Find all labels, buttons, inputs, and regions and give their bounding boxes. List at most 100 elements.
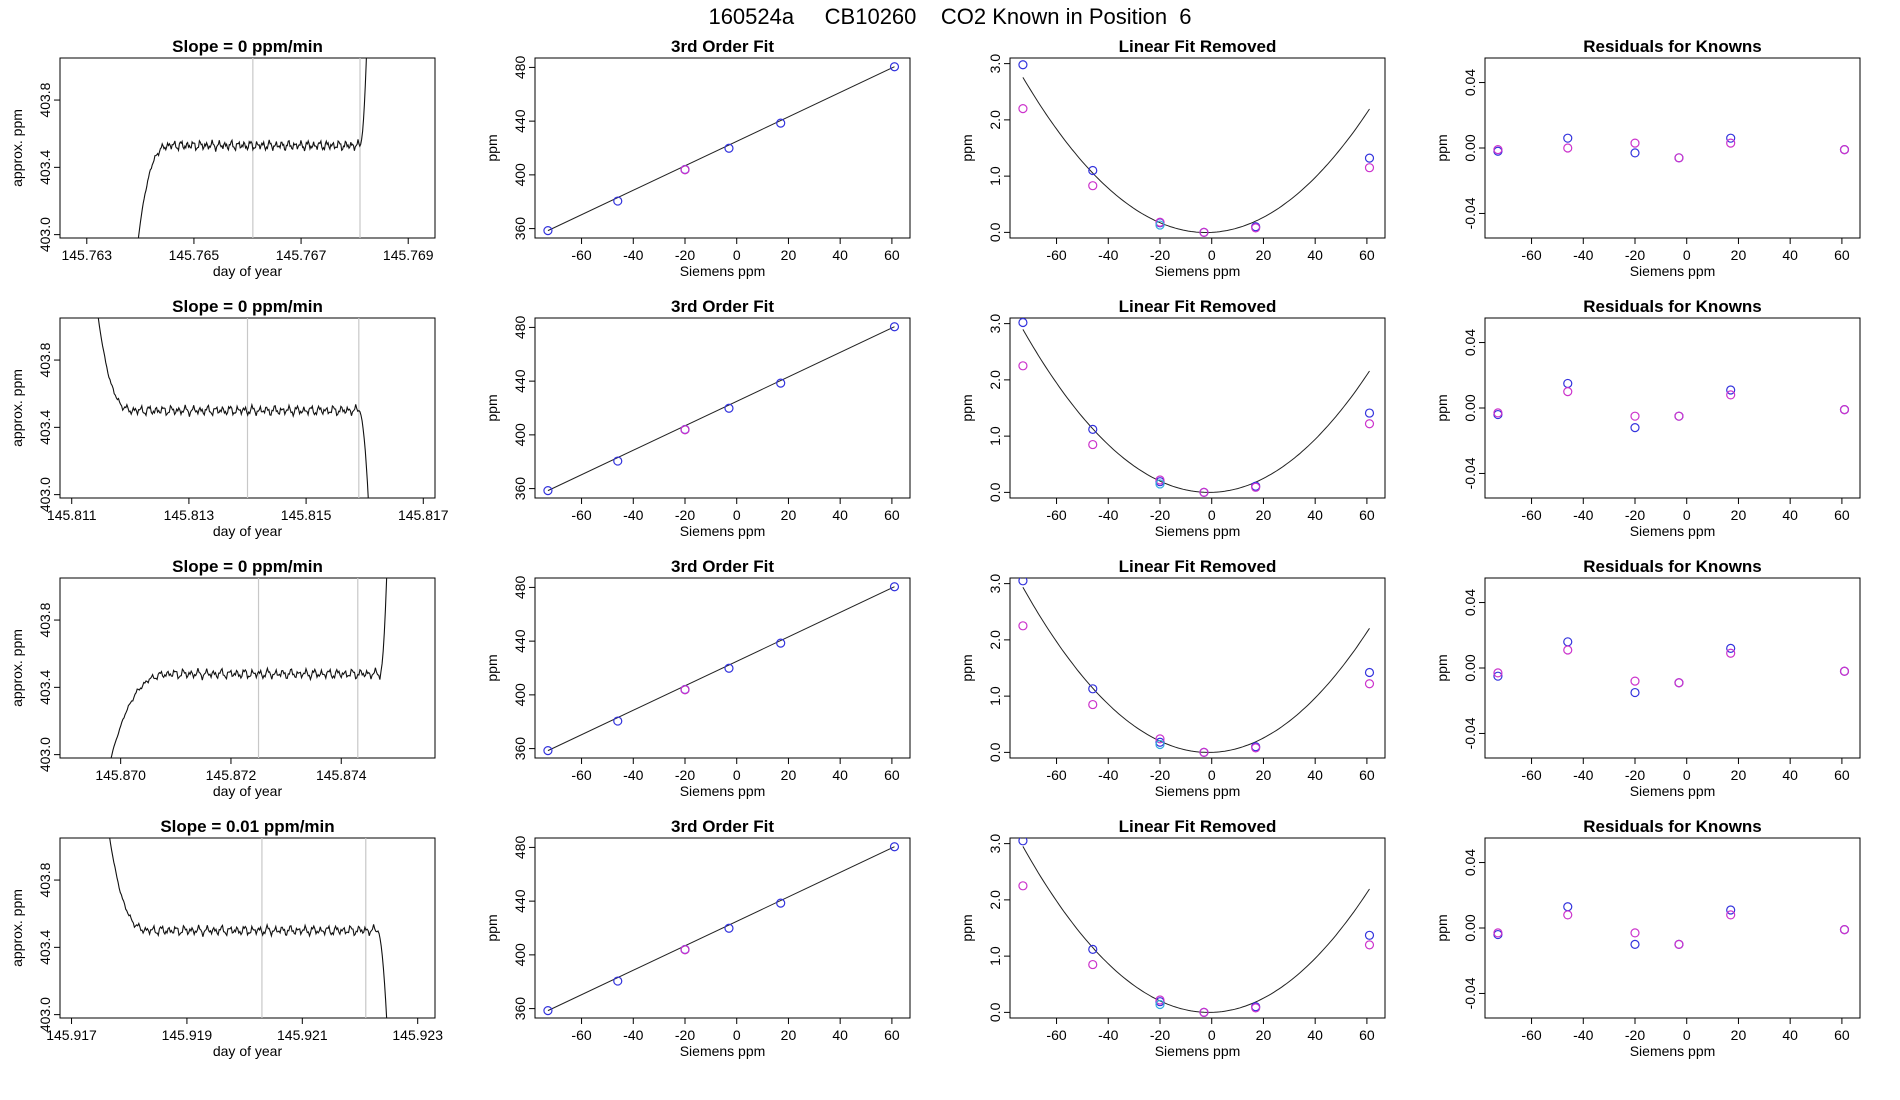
y-tick-label: 0.04 (1462, 69, 1478, 96)
x-tick-label: 60 (1834, 767, 1850, 783)
y-axis-label: approx. ppm (9, 889, 25, 967)
data-point (1726, 390, 1736, 400)
data-point (1563, 910, 1573, 920)
y-axis-label: ppm (1434, 914, 1450, 941)
data-point (724, 403, 734, 413)
y-tick-label: 403.0 (37, 217, 53, 252)
x-tick-label: 145.874 (316, 767, 367, 783)
figure-title: 160524a CB10260 CO2 Known in Position 6 (708, 4, 1192, 29)
x-tick-label: -40 (623, 1027, 643, 1043)
x-axis-label: Siemens ppm (1630, 783, 1716, 799)
x-tick-label: 0 (733, 767, 741, 783)
y-tick-label: 0.0 (987, 742, 1003, 762)
x-tick-label: 20 (1731, 247, 1747, 263)
data-point (889, 322, 900, 332)
plot-area (1493, 637, 1850, 698)
plot-frame (534, 317, 911, 499)
data-point (1088, 424, 1098, 434)
data-point (1493, 928, 1503, 938)
plot-area (543, 842, 900, 1016)
data-point (1018, 361, 1028, 371)
y-tick-label: 0.04 (1462, 329, 1478, 356)
y-axis-label: ppm (484, 914, 500, 941)
trace-line (109, 838, 388, 1018)
data-point (1364, 940, 1375, 950)
y-tick-label: 0.0 (987, 1002, 1003, 1022)
x-tick-label: -60 (571, 247, 591, 263)
data-point (724, 143, 734, 153)
data-point (776, 378, 786, 388)
x-tick-label: 0 (1208, 247, 1216, 263)
data-point (1563, 378, 1573, 389)
panel-title: Linear Fit Removed (1119, 817, 1277, 836)
y-axis-label: ppm (959, 134, 975, 161)
panel-row3-linear: Linear Fit Removed -60 -40 -20 0 20 40 60 0.0 1.0… (959, 557, 1386, 799)
x-tick-label: 40 (832, 507, 848, 523)
data-point (1088, 959, 1098, 970)
data-point (776, 898, 786, 908)
x-tick-label: -60 (1521, 507, 1541, 523)
x-axis-label: Siemens ppm (1630, 523, 1716, 539)
x-axis-label: Siemens ppm (1630, 1043, 1716, 1059)
plot-frame (1484, 317, 1861, 499)
x-tick-label: 20 (781, 247, 797, 263)
x-tick-label: 145.921 (277, 1027, 328, 1043)
x-tick-label: 60 (1834, 1027, 1850, 1043)
panel-title: Linear Fit Removed (1119, 297, 1277, 316)
y-axis-label: ppm (959, 394, 975, 421)
x-tick-label: 20 (781, 1027, 797, 1043)
y-tick-label: 400 (512, 423, 528, 447)
plot-area (109, 838, 388, 1018)
data-point (724, 663, 734, 673)
x-tick-label: -40 (1098, 507, 1118, 523)
data-point (1018, 578, 1028, 586)
y-tick-label: 480 (512, 576, 528, 600)
y-tick-label: 360 (512, 217, 528, 241)
x-tick-label: 0 (1208, 767, 1216, 783)
data-point (613, 456, 623, 466)
data-point (613, 716, 623, 726)
x-tick-label: -40 (1098, 1027, 1118, 1043)
data-point (1251, 743, 1261, 753)
y-tick-label: 0.00 (1462, 394, 1478, 421)
y-tick-label: 480 (512, 316, 528, 340)
panel-row4-linear: Linear Fit Removed -60 -40 -20 0 20 40 60 0.0 1.0… (959, 817, 1386, 1059)
data-point (1018, 104, 1028, 114)
plot-frame (534, 577, 911, 759)
data-point (1155, 999, 1165, 1010)
data-point (1251, 223, 1261, 233)
data-point (1251, 482, 1261, 492)
x-tick-label: 60 (1359, 247, 1375, 263)
y-tick-label: 403.8 (37, 82, 53, 117)
y-axis-label: ppm (959, 654, 975, 681)
plot-area (1493, 902, 1850, 949)
panel-title: Slope = 0.01 ppm/min (160, 817, 334, 836)
plot-frame (534, 837, 911, 1019)
data-point (1726, 910, 1736, 920)
x-tick-label: 60 (884, 1027, 900, 1043)
data-point (1155, 220, 1165, 230)
plot-area (110, 578, 388, 758)
y-tick-label: 403.8 (37, 342, 53, 377)
x-axis-label: Siemens ppm (1155, 1043, 1241, 1059)
x-tick-label: 40 (1307, 247, 1323, 263)
x-tick-label: -60 (1046, 247, 1066, 263)
data-point (1364, 419, 1375, 429)
data-point (1674, 411, 1684, 421)
x-tick-label: -60 (571, 507, 591, 523)
trace-line (97, 318, 369, 498)
data-point (1674, 939, 1684, 949)
y-tick-label: 480 (512, 56, 528, 80)
x-tick-label: 20 (1256, 1027, 1272, 1043)
x-tick-label: 145.813 (164, 507, 215, 523)
y-tick-label: 2.0 (987, 110, 1003, 130)
data-point (613, 976, 623, 986)
panel-row2-trace: Slope = 0 ppm/min 145.811 145.813 145.815 14… (9, 297, 449, 539)
x-tick-label: -20 (1150, 247, 1170, 263)
x-tick-label: 40 (1782, 767, 1798, 783)
y-tick-label: 3.0 (987, 314, 1003, 334)
panel-row4-trace: Slope = 0.01 ppm/min 145.917 145.919 145.92… (9, 817, 443, 1059)
data-point (543, 1006, 553, 1016)
plot-area (97, 318, 369, 498)
data-point (1018, 318, 1028, 328)
